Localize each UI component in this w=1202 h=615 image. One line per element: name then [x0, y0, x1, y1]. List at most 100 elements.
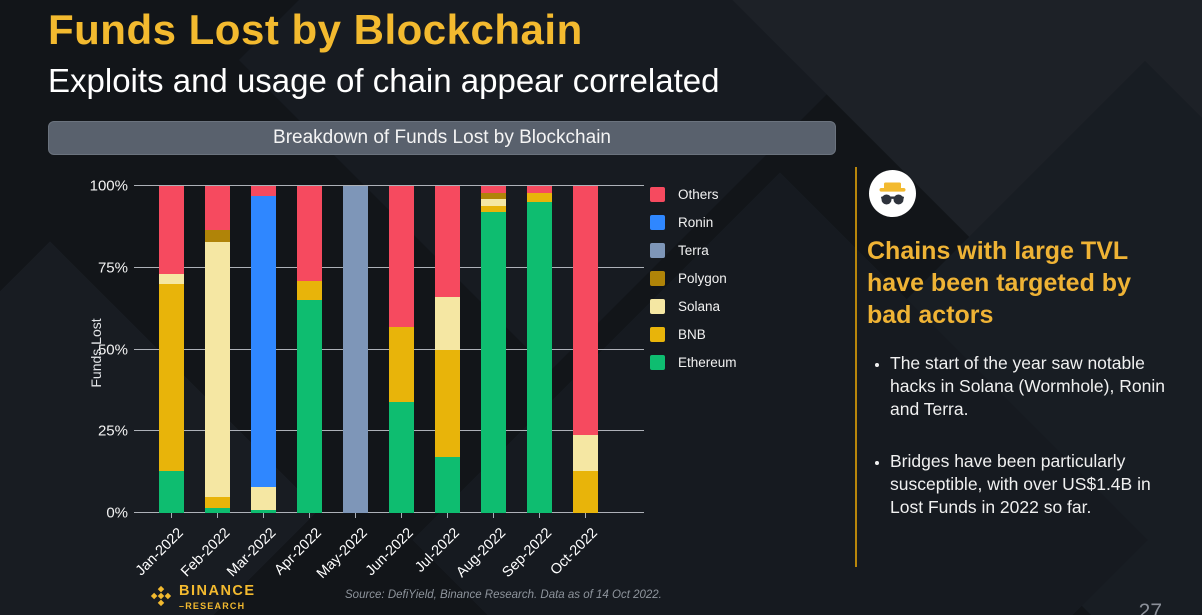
stacked-bar-jan-2022	[158, 186, 184, 513]
legend-item-bnb: BNB	[650, 320, 737, 348]
legend-label: Others	[678, 186, 719, 202]
bullet-item: Bridges have been particularly susceptib…	[890, 450, 1185, 518]
bar-column	[148, 186, 194, 518]
x-tick-mark	[447, 513, 448, 518]
bar-segment-solana	[434, 297, 460, 350]
page-number: 27	[1138, 600, 1162, 615]
legend-label: Polygon	[678, 270, 727, 286]
bar-segment-others	[204, 186, 230, 231]
panel-heading: Chains with large TVL have been targeted…	[867, 237, 1131, 329]
x-tick-mark	[493, 513, 494, 518]
page-subtitle: Exploits and usage of chain appear corre…	[48, 62, 720, 99]
bar-segment-ethereum	[480, 212, 506, 513]
x-tick-mark	[217, 513, 218, 518]
chart-title: Breakdown of Funds Lost by Blockchain	[273, 127, 611, 148]
gridline	[134, 185, 644, 186]
bar-column	[424, 186, 470, 518]
legend-item-ethereum: Ethereum	[650, 348, 737, 376]
x-tick-mark	[263, 513, 264, 518]
bar-segment-others	[434, 186, 460, 298]
legend-swatch	[650, 270, 665, 286]
x-label-slot: Oct-2022	[547, 513, 608, 583]
plot-area: 0% 25% 50% 75% 100% Jan-2022 Feb-2022 Mar-2022…	[90, 178, 644, 582]
bar-column	[240, 186, 286, 518]
legend-swatch	[650, 354, 665, 370]
legend-item-solana: Solana	[650, 292, 737, 320]
bar-column	[194, 186, 240, 518]
bar-segment-others	[572, 186, 598, 435]
x-tick-mark	[171, 513, 172, 518]
page-title: Funds Lost by Blockchain	[48, 6, 583, 53]
stacked-bar-sep-2022	[526, 186, 552, 513]
y-tick-label: 50%	[97, 341, 128, 358]
bar-segment-others	[526, 186, 552, 193]
y-tick-label: 0%	[106, 504, 128, 522]
logo-subtext: –RESEARCH	[179, 600, 246, 611]
legend-swatch	[650, 298, 665, 314]
binance-research-logo: BINANCE –RESEARCH	[150, 584, 256, 611]
legend-swatch	[650, 242, 665, 258]
legend-label: Terra	[678, 242, 709, 258]
bar-segment-bnb	[388, 326, 414, 402]
bar-segment-solana	[250, 486, 276, 510]
x-tick-mark	[355, 513, 356, 518]
bar-column	[470, 186, 516, 518]
chart-title-bar: Breakdown of Funds Lost by Blockchain	[48, 121, 836, 155]
bar-segment-others	[480, 186, 506, 193]
bar-segment-polygon	[204, 230, 230, 242]
bar-segment-ethereum	[434, 457, 460, 513]
bar-segment-others	[250, 186, 276, 196]
bar-segment-bnb	[572, 470, 598, 513]
legend-label: Ronin	[678, 214, 714, 230]
bar-segment-solana	[480, 199, 506, 206]
bars	[148, 186, 608, 518]
bar-segment-bnb	[434, 349, 460, 458]
legend: Others Ronin Terra Polygon Solana BNB Ethereum	[650, 180, 737, 376]
y-tick-label: 25%	[97, 422, 128, 440]
bar-segment-others	[388, 186, 414, 327]
legend-item-terra: Terra	[650, 236, 737, 264]
bar-segment-solana	[572, 434, 598, 471]
bar-segment-solana	[204, 241, 230, 497]
bar-column	[332, 186, 378, 518]
x-tick-mark	[585, 513, 586, 518]
stacked-bar-apr-2022	[296, 186, 322, 513]
stacked-bar-may-2022	[342, 186, 368, 513]
bar-segment-ethereum	[158, 470, 184, 513]
source-note: Source: DefiYield, Binance Research. Dat…	[345, 589, 662, 601]
bar-segment-bnb	[526, 192, 552, 203]
legend-label: Ethereum	[678, 354, 737, 370]
bar-segment-ronin	[250, 195, 276, 487]
bar-segment-terra	[342, 186, 368, 513]
legend-label: Solana	[678, 298, 721, 314]
bar-segment-others	[296, 186, 322, 281]
bar-segment-others	[158, 186, 184, 275]
vertical-divider	[855, 167, 857, 567]
bar-segment-polygon	[480, 192, 506, 200]
legend-item-polygon: Polygon	[650, 264, 737, 292]
y-tick-label: 75%	[97, 259, 128, 277]
stacked-bar-jul-2022	[434, 186, 460, 513]
legend-item-ronin: Ronin	[650, 208, 737, 236]
bar-segment-ethereum	[296, 300, 322, 513]
stacked-bar-mar-2022	[250, 186, 276, 513]
bar-segment-bnb	[296, 280, 322, 301]
legend-swatch	[650, 186, 665, 202]
bullet-item: The start of the year saw notable hacks …	[890, 352, 1185, 420]
binance-logo-icon	[150, 585, 172, 607]
bar-column	[562, 186, 608, 518]
bar-column	[516, 186, 562, 518]
x-tick-mark	[539, 513, 540, 518]
bar-column	[378, 186, 424, 518]
bar-column	[286, 186, 332, 518]
legend-item-others: Others	[650, 180, 737, 208]
stacked-bar-oct-2022	[572, 186, 598, 513]
bullet-list: The start of the year saw notable hacks …	[890, 352, 1185, 549]
incognito-icon	[869, 170, 916, 217]
legend-swatch	[650, 326, 665, 342]
bar-segment-ethereum	[250, 509, 276, 513]
bar-segment-bnb	[158, 284, 184, 471]
x-labels: Jan-2022 Feb-2022 Mar-2022 Apr-2022 May-2022…	[133, 513, 608, 583]
x-tick-mark	[309, 513, 310, 518]
